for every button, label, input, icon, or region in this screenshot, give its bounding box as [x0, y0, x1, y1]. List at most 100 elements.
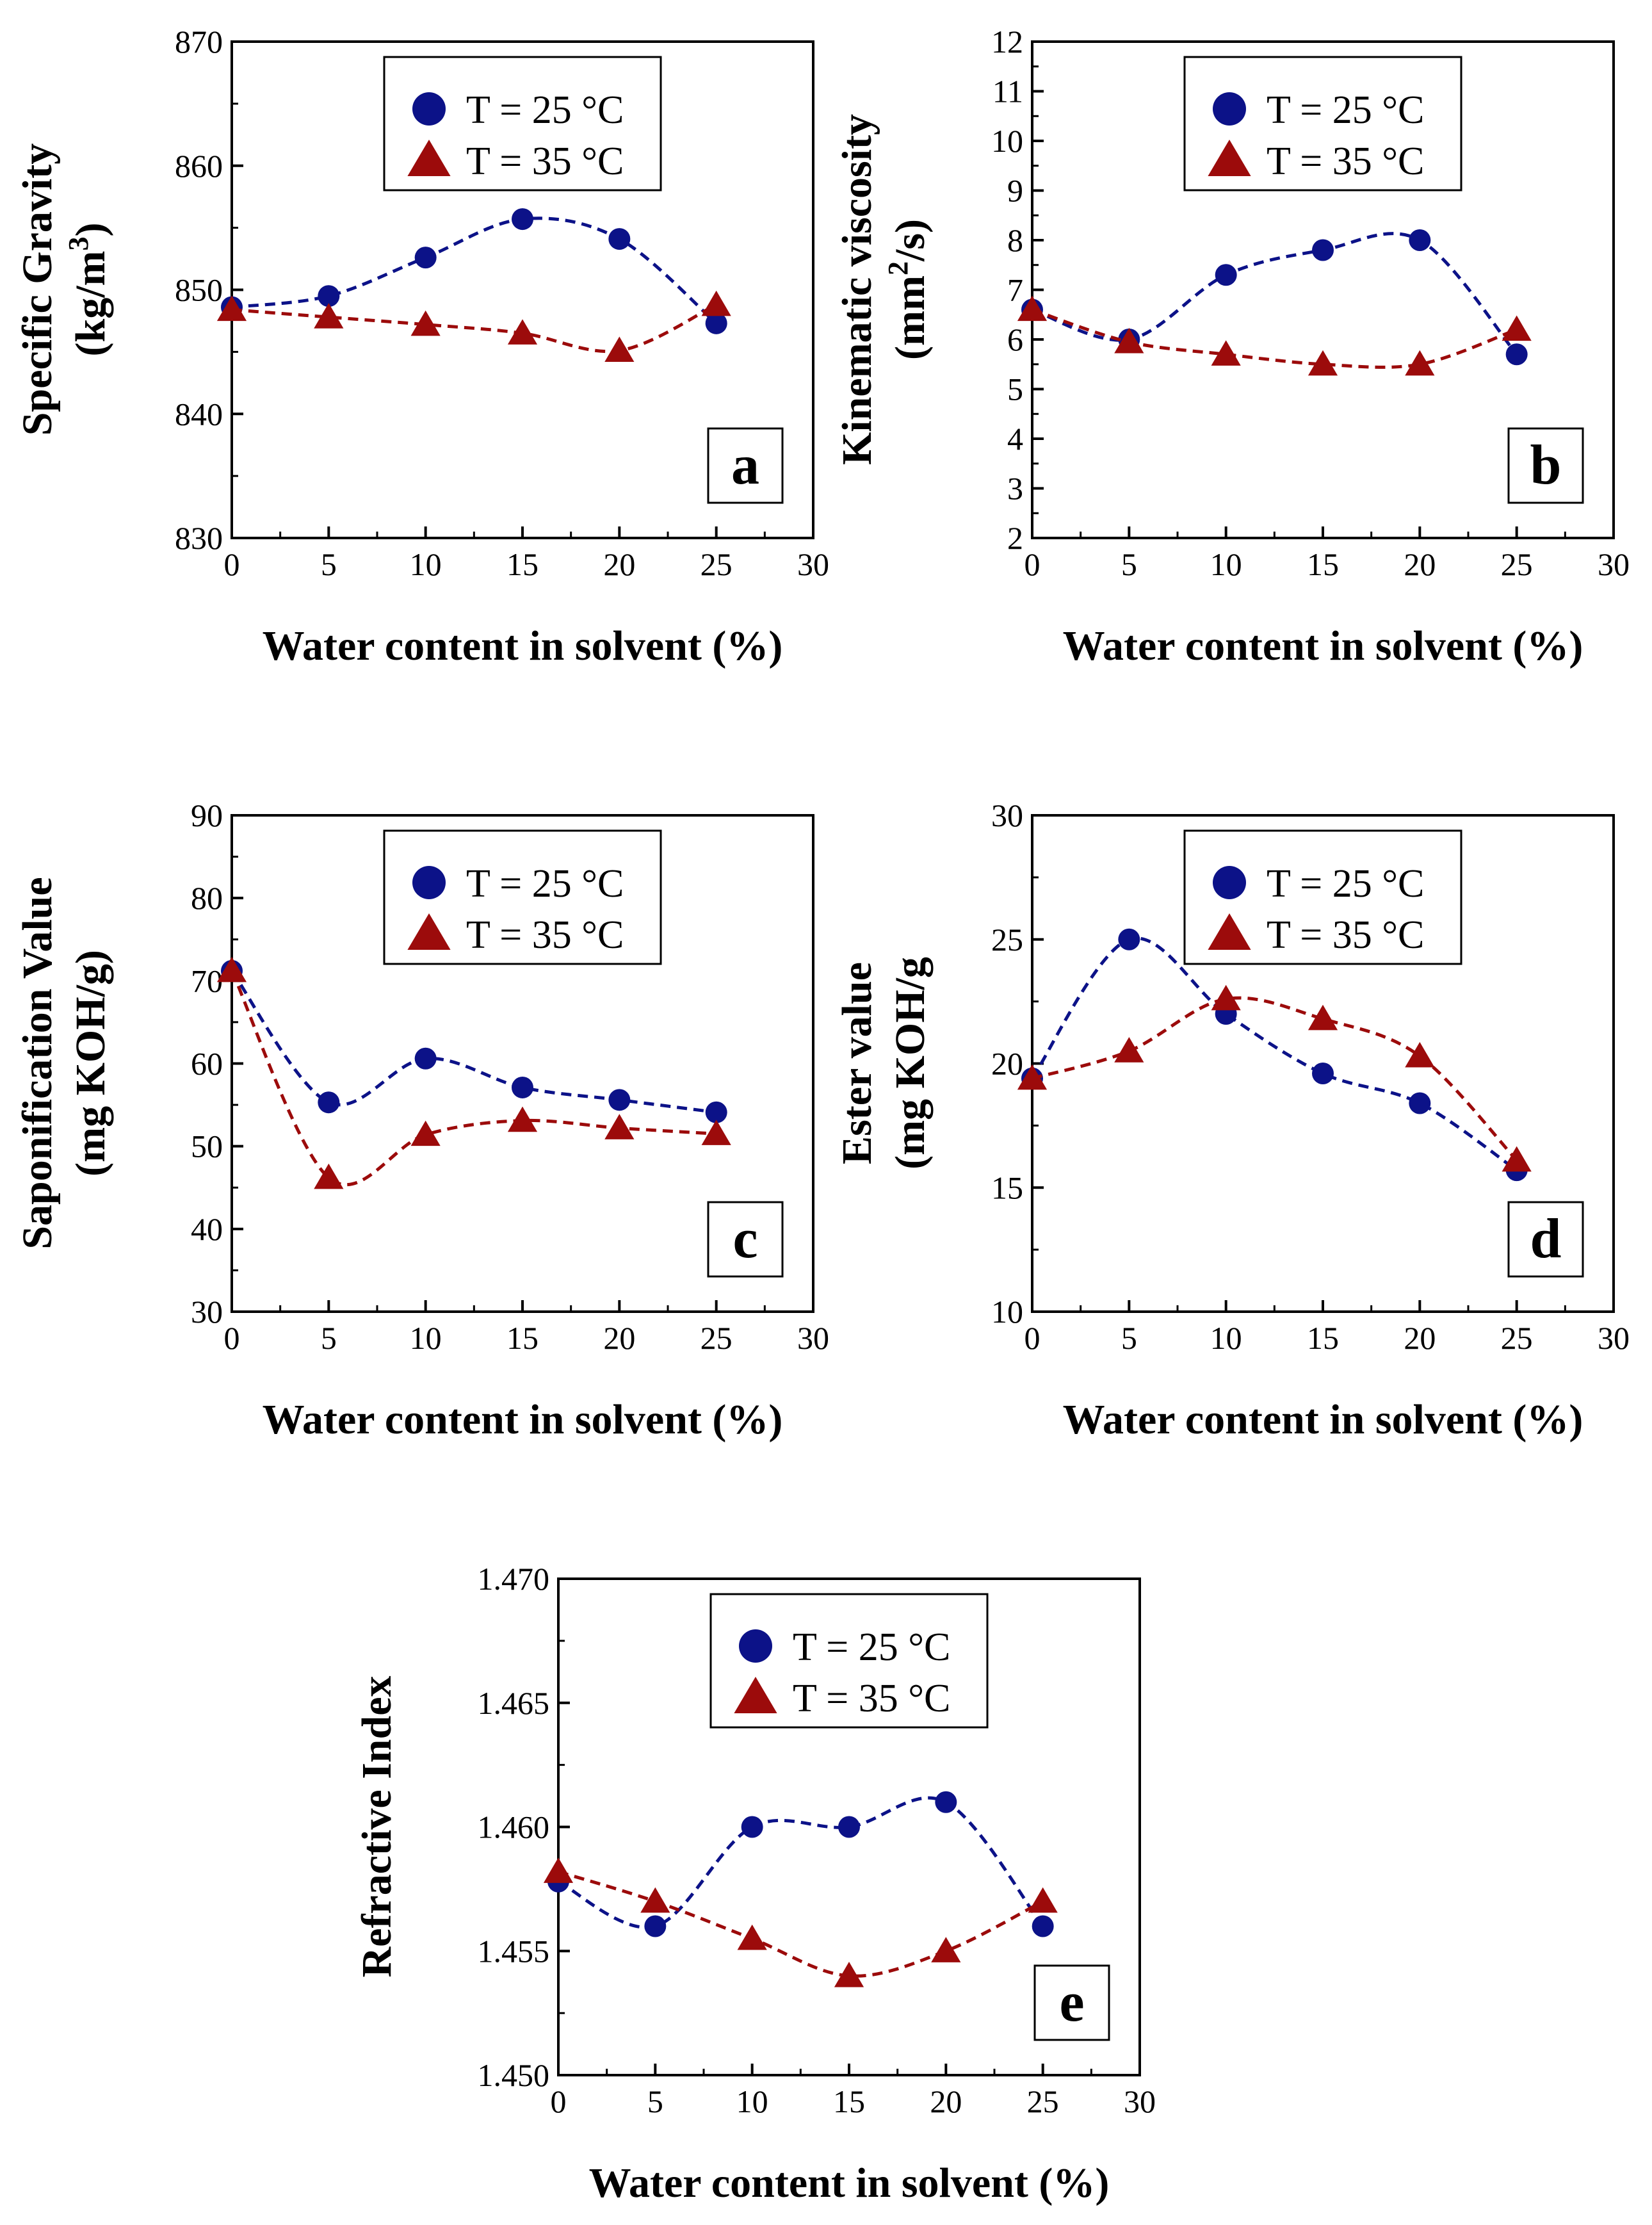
legend-label: T = 25 °C — [1267, 862, 1424, 906]
x-tick-label: 15 — [506, 546, 539, 582]
data-point-25c — [741, 1816, 763, 1838]
y-tick-label: 1.470 — [478, 1561, 550, 1597]
y-tick-label: 15 — [991, 1170, 1023, 1205]
y-axis-title-line: Refractive Index — [353, 1675, 400, 1977]
series-35c-fit-line — [558, 1870, 1044, 1978]
y-tick-label: 2 — [1007, 520, 1023, 556]
x-tick-label: 15 — [1307, 1320, 1339, 1356]
data-point-35c — [1308, 350, 1338, 376]
y-tick-label: 40 — [191, 1211, 223, 1247]
x-tick-label: 25 — [1501, 1320, 1533, 1356]
panel-e: 0 5 10 15 20 25 30 1.450 1.455 1.460 1.465 1.470 Wat… — [353, 1561, 1156, 2206]
y-tick-label: 12 — [991, 24, 1023, 60]
data-point-25c — [608, 228, 631, 250]
series-25c-fit-line — [1032, 232, 1518, 355]
data-point-25c — [935, 1791, 957, 1813]
series-25c-fit-line — [231, 216, 718, 325]
data-point-25c — [318, 1091, 340, 1114]
x-axis-title: Water content in solvent (%) — [263, 623, 783, 669]
y-tick-label: 60 — [191, 1046, 223, 1082]
x-tick-label: 25 — [1027, 2083, 1059, 2119]
legend-label: T = 35 °C — [466, 913, 624, 957]
legend-label: T = 35 °C — [466, 140, 624, 183]
legend-marker-35c — [407, 913, 451, 950]
y-tick-label: 20 — [991, 1046, 1023, 1082]
y-tick-label: 25 — [991, 922, 1023, 958]
x-axis-title: Water content in solvent (%) — [1063, 1396, 1583, 1443]
data-point-35c — [1114, 327, 1144, 354]
data-point-25c — [512, 208, 533, 231]
y-tick-label: 860 — [175, 148, 223, 184]
series-25c-fit-line — [557, 1796, 1044, 1929]
series-35c-fit-line — [231, 303, 717, 354]
y-axis-title-line: Ester value — [834, 962, 880, 1164]
y-axis-title-unit: (mm2/s) — [882, 219, 934, 360]
data-point-25c — [1409, 229, 1431, 251]
x-tick-label: 30 — [1598, 1320, 1630, 1356]
data-point-35c — [410, 1120, 441, 1146]
y-tick-label: 840 — [175, 396, 223, 432]
x-tick-label: 20 — [930, 2083, 962, 2119]
y-tick-label: 50 — [191, 1129, 223, 1164]
data-point-35c — [1502, 315, 1532, 341]
y-tick-label: 1.450 — [478, 2057, 550, 2093]
legend-marker-25c — [739, 1629, 772, 1663]
panel-letter-box — [1033, 1964, 1110, 2041]
data-point-25c — [644, 1915, 667, 1937]
y-axis-title-unit: (mg KOH/g) — [67, 950, 114, 1177]
y-tick-label: 6 — [1007, 322, 1023, 357]
data-point-35c — [1017, 295, 1048, 322]
data-point-35c — [410, 310, 441, 336]
data-point-35c — [507, 1106, 538, 1132]
series-35c-fit-line — [1032, 308, 1518, 369]
series-25c-fit-line — [1030, 936, 1518, 1172]
legend-label: T = 25 °C — [793, 1626, 950, 1669]
x-tick-label: 10 — [410, 1320, 442, 1356]
x-tick-label: 0 — [551, 2083, 567, 2119]
x-tick-label: 5 — [647, 2083, 663, 2119]
series-35c-fit-line — [230, 970, 717, 1187]
legend-marker-25c — [1213, 92, 1246, 126]
x-tick-label: 0 — [1024, 546, 1041, 582]
legend-label: T = 35 °C — [1267, 913, 1424, 957]
data-point-35c — [604, 336, 635, 363]
data-point-25c — [1312, 1063, 1334, 1084]
y-tick-label: 870 — [175, 24, 223, 60]
y-tick-label: 7 — [1007, 272, 1023, 308]
panel-b: 0 5 10 15 20 25 30 2 3 4 5 6 7 8 9 10 11 12 Water content … — [834, 24, 1630, 669]
y-axis-title: Ester value (mg KOH/g — [834, 957, 934, 1170]
x-tick-label: 5 — [321, 1320, 337, 1356]
y-tick-label: 80 — [191, 880, 223, 916]
panel-c: 0 5 10 15 20 25 30 30 40 50 60 70 80 90 Water content … — [14, 797, 829, 1443]
x-tick-label: 30 — [797, 1320, 829, 1356]
data-point-25c — [1505, 343, 1528, 366]
data-point-25c — [1312, 239, 1334, 261]
y-axis-title: Refractive Index — [353, 1675, 400, 1977]
x-tick-label: 5 — [1121, 1320, 1137, 1356]
data-point-25c — [414, 247, 437, 269]
panel-d: 0 5 10 15 20 25 30 10 15 20 25 30 Water content in s… — [834, 797, 1630, 1443]
y-tick-label: 1.465 — [478, 1685, 550, 1721]
x-tick-label: 15 — [1307, 546, 1339, 582]
x-tick-label: 0 — [224, 1320, 240, 1356]
x-tick-label: 0 — [224, 546, 240, 582]
data-point-35c — [701, 290, 731, 316]
x-tick-label: 30 — [1598, 546, 1630, 582]
legend-marker-25c — [412, 866, 446, 899]
y-axis-title-unit: (mg KOH/g — [887, 957, 934, 1170]
x-tick-label: 5 — [321, 546, 337, 582]
panel-letter: c — [733, 1208, 757, 1270]
x-axis-title: Water content in solvent (%) — [1063, 623, 1583, 669]
data-point-25c — [1409, 1092, 1431, 1114]
legend-label: T = 25 °C — [466, 862, 624, 906]
x-tick-label: 25 — [700, 546, 733, 582]
y-tick-label: 1.460 — [478, 1809, 550, 1845]
legend-label: T = 25 °C — [1267, 88, 1424, 132]
legend-marker-25c — [412, 92, 446, 126]
x-tick-label: 20 — [1404, 1320, 1436, 1356]
data-point-35c — [737, 1924, 767, 1950]
x-tick-label: 5 — [1121, 546, 1137, 582]
panel-a: 0 5 10 15 20 25 30 830 840 850 860 870 Water content… — [14, 24, 829, 669]
data-point-25c — [512, 1076, 533, 1098]
legend-marker-25c — [1213, 866, 1246, 899]
